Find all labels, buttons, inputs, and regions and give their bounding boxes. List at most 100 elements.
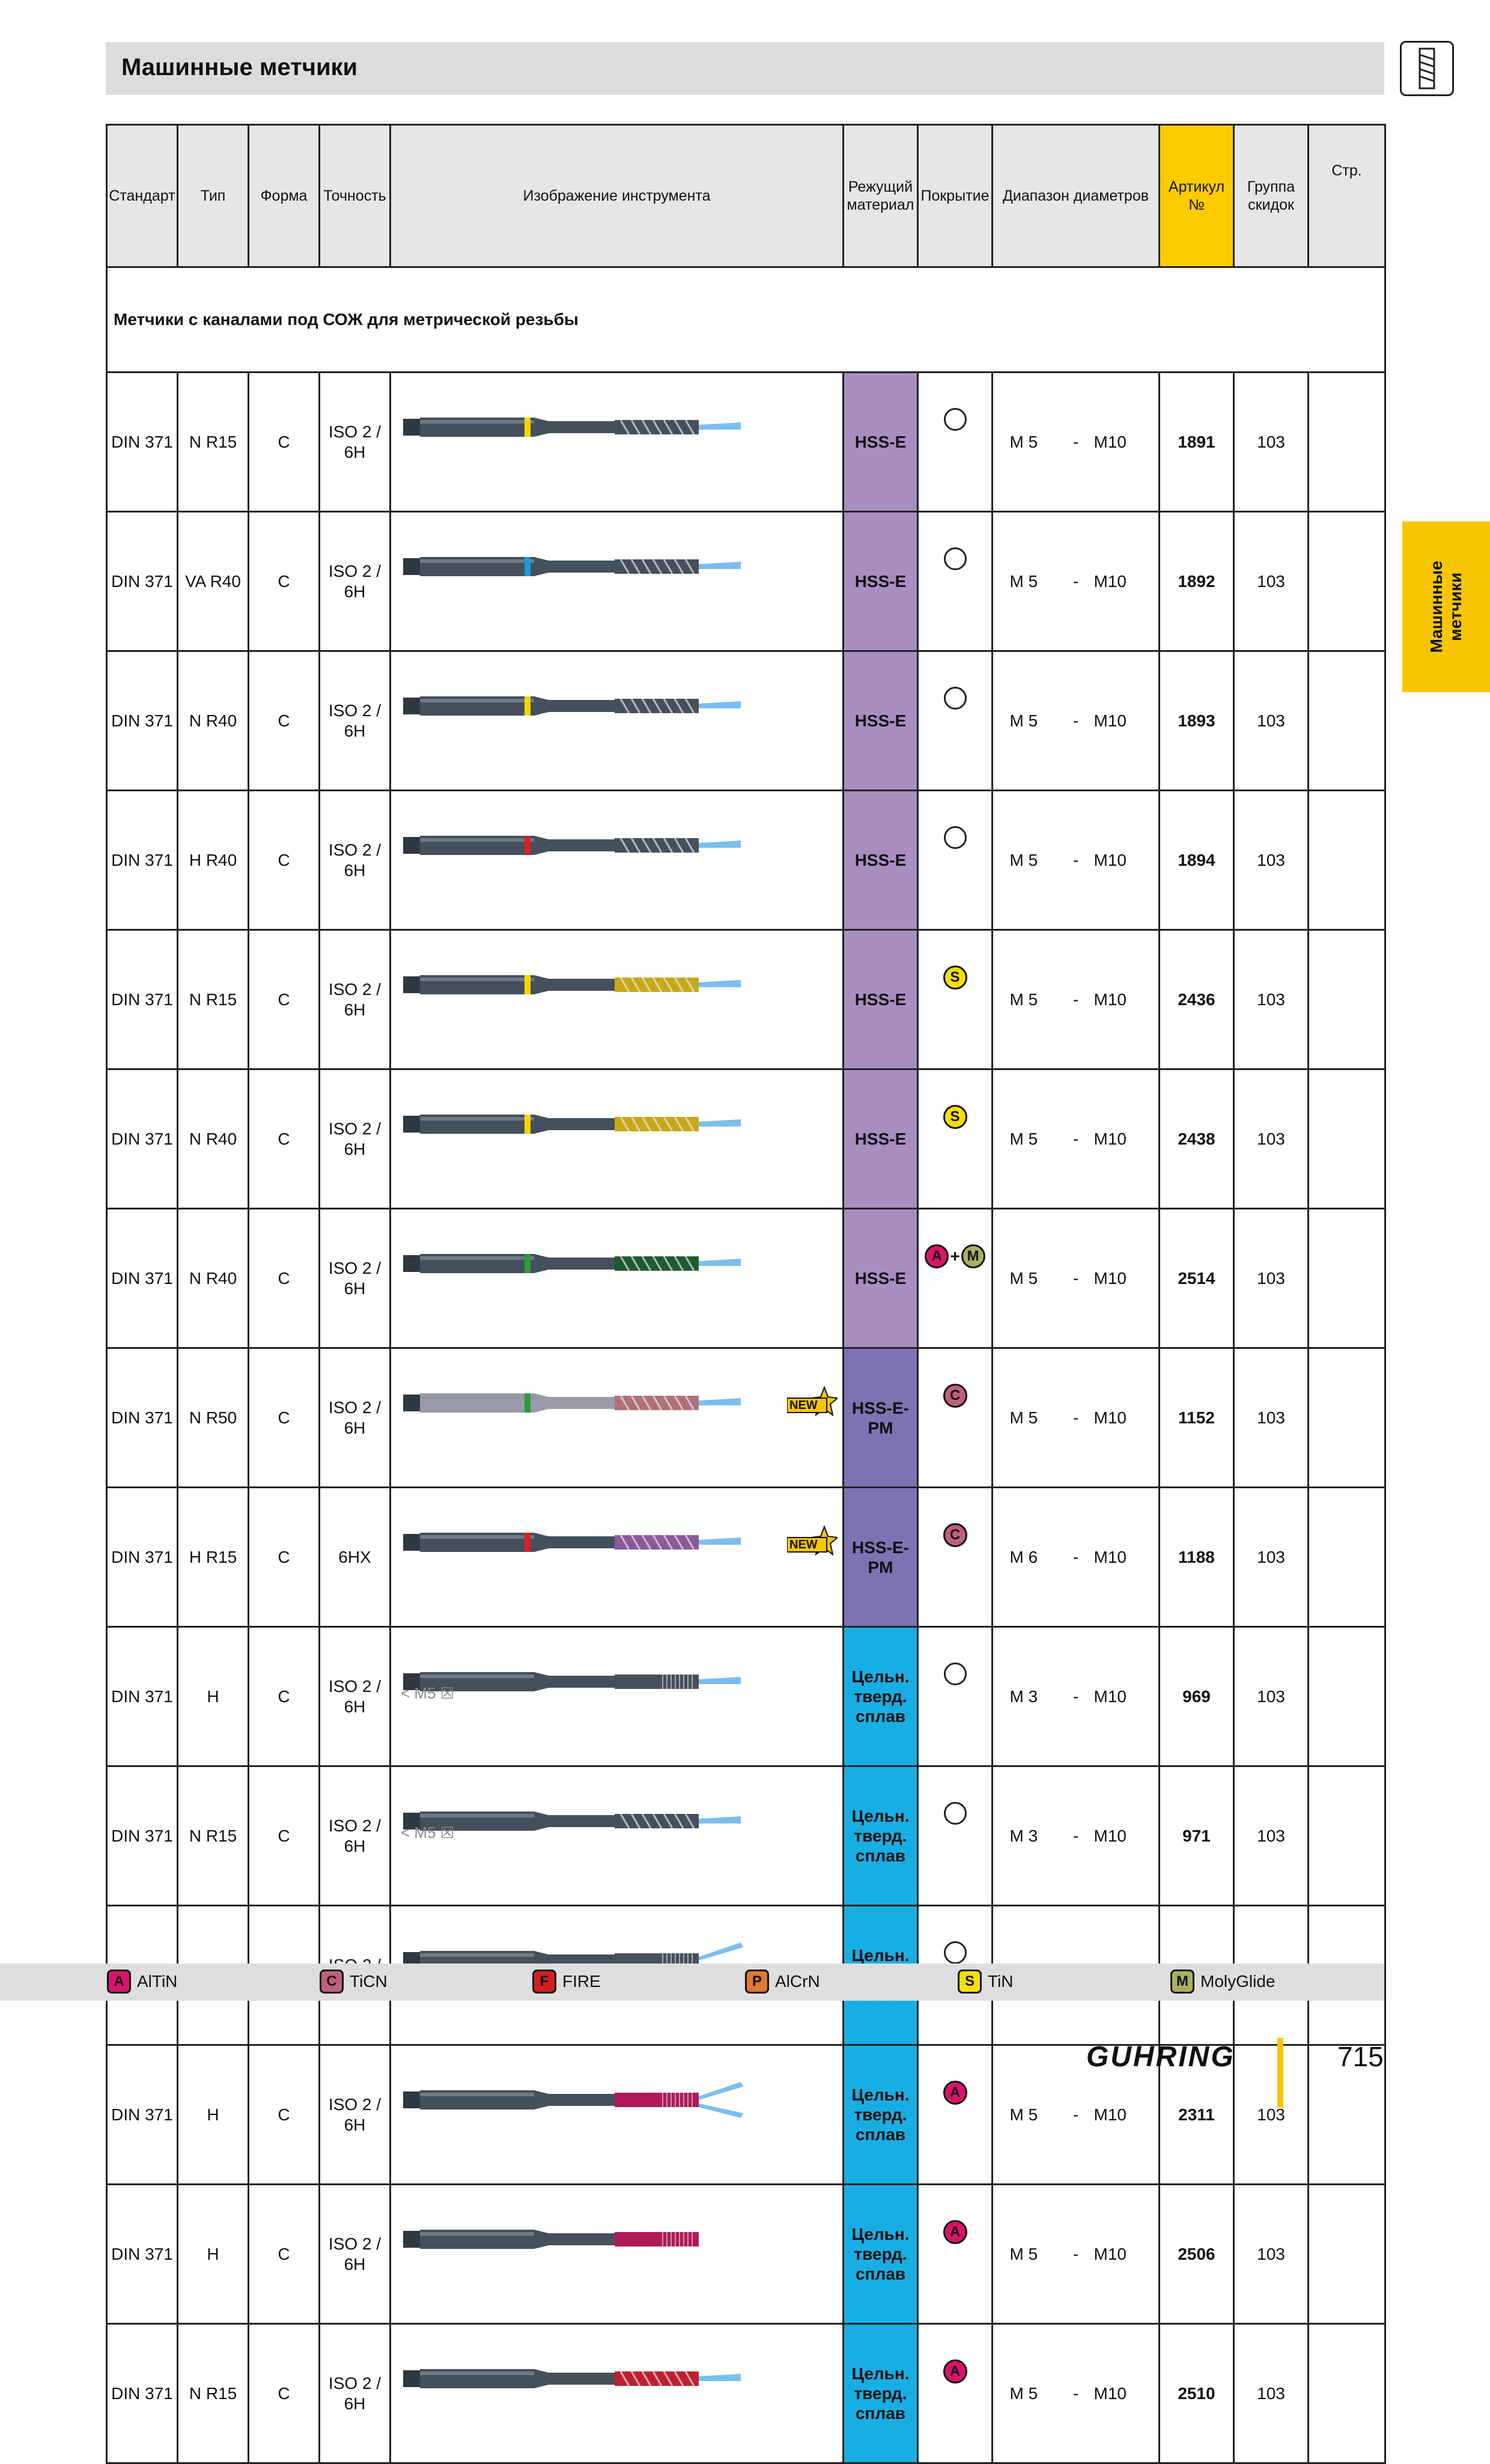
- cell-material: Цельн.тверд.сплав: [842, 2044, 919, 2185]
- legend-label: TiCN: [350, 1972, 388, 1991]
- tolerance-l1: ISO 2 /: [328, 2094, 382, 2114]
- col-material-l2: материал: [847, 196, 914, 213]
- col-image: Изображение инструмента: [389, 124, 844, 268]
- material-l3: сплав: [855, 1707, 906, 1726]
- cell-group: 103: [1233, 1208, 1309, 1349]
- tap-tool-icon: [403, 1672, 741, 1691]
- table-row: DIN 371 N R50 C ISO 2 /6H NEW HSS-E- PM C M 5- M1…: [106, 1347, 1386, 1488]
- range-from: M 5: [1009, 850, 1038, 869]
- range-dash: -: [1072, 1129, 1079, 1148]
- cell-standard: DIN 371: [106, 2323, 178, 2464]
- cell-standard: DIN 371: [106, 371, 178, 513]
- col-standard: Стандарт: [106, 124, 178, 268]
- cell-tolerance: ISO 2 /6H: [318, 2323, 391, 2464]
- cell-form: C: [248, 1765, 320, 1906]
- cell-article: 1894: [1158, 789, 1235, 931]
- table-row: DIN 371 N R15 C ISO 2 /6H HSS-E M 5- M10 1891 10…: [106, 371, 1386, 513]
- no-coating-icon: [943, 1802, 967, 1825]
- cell-material: HSS-E: [842, 929, 919, 1070]
- cell-range: M 6 - M10: [991, 1486, 1160, 1628]
- section-side-tab: Машинные метчики: [1402, 522, 1490, 692]
- tap-tool-icon: [403, 1811, 741, 1831]
- cell-form: C: [248, 2323, 320, 2464]
- cell-coating: [917, 371, 993, 513]
- coating-badge-icon: S: [943, 1105, 967, 1129]
- table-row: DIN 371 N R15 C ISO 2 /6H < M5 ☒ Цельн. тверд.…: [106, 1765, 1386, 1906]
- col-form: Форма: [248, 124, 320, 268]
- cell-tolerance: ISO 2 /6H: [318, 929, 391, 1070]
- col-article: Артикул №: [1158, 124, 1235, 268]
- cell-form: C: [248, 371, 320, 513]
- range-to: M10: [1093, 2105, 1127, 2124]
- cell-tool-image: [389, 371, 844, 513]
- col-tolerance: Точность: [318, 124, 391, 268]
- cell-article: 971: [1158, 1765, 1235, 1906]
- cell-standard: DIN 371: [106, 1347, 178, 1488]
- cell-group: 103: [1233, 650, 1309, 791]
- cell-form: C: [248, 2183, 320, 2325]
- legend-item: A AlTiN: [107, 1970, 177, 1994]
- cell-group: 103: [1233, 511, 1309, 652]
- cell-coating: [917, 1765, 993, 1906]
- cell-type: N R40: [177, 1208, 249, 1349]
- table-row: DIN 371 N R15 C ISO 2 /6H HSS-E S M 5- M10 2436 1…: [106, 929, 1386, 1070]
- legend-label: AlTiN: [137, 1972, 178, 1991]
- brand-logo: GUHRING: [1086, 2041, 1235, 2073]
- cell-group: 103: [1233, 2044, 1309, 2185]
- no-coating-icon: [943, 547, 967, 570]
- range-to: M10: [1093, 2244, 1127, 2263]
- coating-plus: +: [950, 1247, 960, 1265]
- tolerance-l1: ISO 2 /: [328, 422, 382, 441]
- cell-coating: [917, 650, 993, 791]
- tap-tool-icon: [403, 1115, 741, 1134]
- range-to: M10: [1093, 1408, 1127, 1427]
- cell-group: 103: [1233, 1765, 1309, 1906]
- cell-range: M 5 -M10: [991, 2323, 1160, 2464]
- cell-group: 103: [1233, 2183, 1309, 2325]
- material-l1: Цельн.: [851, 1667, 910, 1686]
- tolerance-l2: 6H: [344, 2394, 366, 2413]
- cell-standard: DIN 371: [106, 1208, 178, 1349]
- range-to: M10: [1093, 432, 1127, 451]
- range-to: M10: [1093, 571, 1127, 591]
- col-group: Группа скидок: [1233, 124, 1309, 268]
- cell-tolerance: ISO 2 /6H: [318, 1347, 391, 1488]
- material-l1: HSS-E-: [852, 1538, 909, 1557]
- cell-tolerance: ISO 2 /6H: [318, 2044, 391, 2185]
- side-tab-line2: метчики: [1446, 572, 1465, 642]
- cell-tolerance: ISO 2 /6H: [318, 1208, 391, 1349]
- cell-tool-image: NEW: [389, 1347, 844, 1488]
- cell-group: 103: [1233, 1347, 1309, 1488]
- cell-tool-image: [389, 929, 844, 1070]
- range-dash: -: [1072, 711, 1079, 730]
- cell-tool-image: NEW: [389, 1486, 844, 1628]
- cell-material: HSS-E: [842, 1208, 919, 1349]
- cell-form: C: [248, 1486, 320, 1628]
- coating-badge-icon: C: [943, 1384, 967, 1408]
- coating-badge-icon: S: [943, 966, 967, 990]
- table-row: DIN 371 H C ISO 2 /6H Цельн. тверд. сплав A M 5-…: [106, 2183, 1386, 2325]
- legend-label: MolyGlide: [1200, 1972, 1276, 1991]
- cell-range: M 5 -M10: [991, 371, 1160, 513]
- range-dash: -: [1072, 1687, 1079, 1706]
- range-from: M 5: [1009, 1268, 1038, 1288]
- col-article-l2: №: [1188, 196, 1205, 213]
- cell-material: Цельн.тверд.сплав: [842, 2323, 919, 2464]
- range-from: M 3: [1009, 1687, 1038, 1706]
- tolerance-l1: ISO 2 /: [328, 1676, 382, 1696]
- material-l3: сплав: [855, 2265, 906, 2283]
- new-badge-label: NEW: [789, 1538, 818, 1551]
- page-number: 715: [1337, 2041, 1384, 2072]
- tolerance-l2: 6H: [344, 1279, 366, 1298]
- cell-group: 103: [1233, 1068, 1309, 1209]
- cell-material: HSS-E: [842, 650, 919, 791]
- range-dash: -: [1072, 1826, 1079, 1845]
- cell-material: HSS-E- PM: [842, 1486, 919, 1628]
- tolerance-l1: ISO 2 /: [328, 2373, 382, 2393]
- cell-tool-image: < M5 ☒: [389, 1626, 844, 1767]
- cell-group: 103: [1233, 371, 1309, 513]
- table-row: DIN 371 N R15 C ISO 2 /6H Цельн. тверд. сплав A…: [106, 2323, 1386, 2464]
- cell-range: M 5 -M10: [991, 511, 1160, 652]
- cell-group: 103: [1233, 1626, 1309, 1767]
- cell-article: 1152: [1158, 1347, 1235, 1488]
